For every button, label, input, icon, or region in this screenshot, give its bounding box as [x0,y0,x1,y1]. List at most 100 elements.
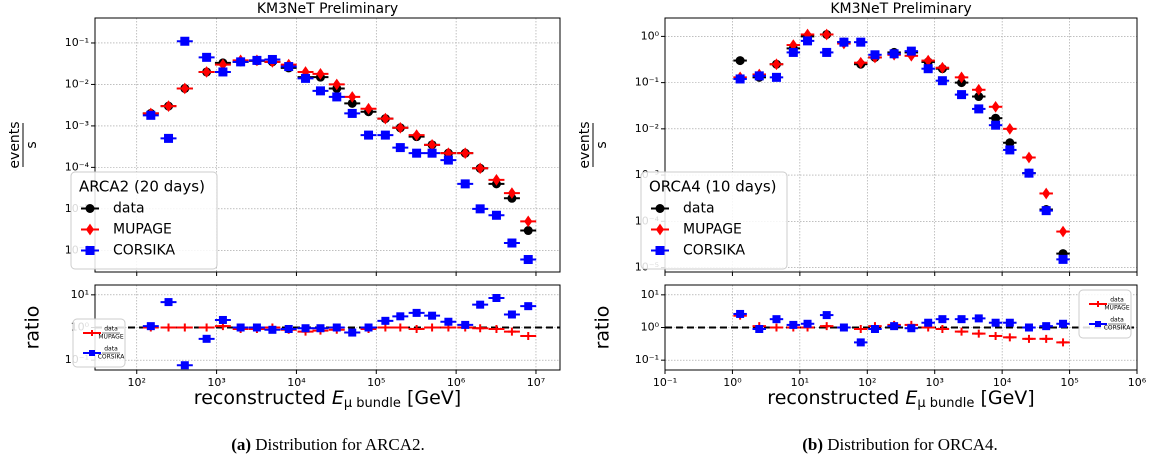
marker [839,323,848,332]
x-label-text: reconstructed [194,387,332,409]
marker [754,71,764,81]
legend-marker [655,204,665,213]
x-tick-label: 10⁷ [527,376,545,389]
marker [772,58,781,71]
marker [428,311,437,320]
marker [524,302,533,311]
x-tick-label: 10⁻¹ [653,376,677,389]
x-tick-label: 10⁰ [723,376,742,389]
marker [788,47,798,57]
marker [476,324,485,333]
marker [924,318,933,327]
marker [938,61,947,74]
marker [789,320,798,329]
marker [974,92,984,102]
marker [822,47,832,57]
marker [1005,145,1015,155]
marker [974,83,983,96]
marker [146,322,155,331]
marker [1059,319,1068,328]
marker [524,215,533,228]
marker [396,312,405,321]
marker [364,323,373,332]
x-label-symbol: E [905,387,917,409]
legend-label: data [113,201,145,217]
chart-title: KM3NeT Preliminary [830,1,971,17]
legend-label: CORSIKA [683,243,745,259]
marker [332,78,341,91]
legend-title: ARCA2 (20 days) [79,178,205,196]
marker [364,130,374,140]
marker [180,82,189,95]
marker [268,325,277,334]
marker [348,328,357,337]
marker [412,324,421,333]
marker [957,90,967,100]
marker [428,138,437,151]
marker [1042,334,1051,343]
marker [428,323,437,332]
marker [1058,225,1068,238]
marker [957,315,966,324]
marker [164,133,174,143]
marker [1005,122,1014,135]
legend-label: MUPAGE [113,222,172,238]
x-tick-label: 10³ [926,376,944,389]
marker [938,324,947,333]
y-tick-label: 10⁻² [635,122,659,135]
marker [772,323,781,332]
plot-frame [94,17,561,273]
marker [890,322,899,331]
legend-denominator: CORSIKA [98,354,125,361]
marker [396,323,405,332]
marker [180,323,189,332]
marker [1024,151,1034,164]
marker [957,71,966,84]
legend-title: ORCA4 (10 days) [649,178,777,196]
y-axis-label: events s [7,121,40,168]
marker [412,308,421,317]
marker [856,338,865,347]
marker [1024,334,1033,343]
caption-label: (b) [802,435,823,454]
marker [974,329,983,338]
marker [870,50,880,60]
legend-numerator: data [1110,297,1124,304]
marker [524,331,533,340]
marker [444,317,453,326]
marker [974,314,983,323]
marker [492,293,501,302]
y-label-denominator: s [594,141,610,148]
legend-label: CORSIKA [113,243,175,259]
marker [1005,333,1014,342]
marker [180,361,189,370]
marker [427,148,437,158]
x-tick-label: 10⁶ [447,376,466,389]
marker [267,54,277,64]
y-tick-label: 10⁻¹ [65,36,89,49]
y-tick-label: 10⁰ [641,321,660,334]
marker [856,56,865,69]
marker [735,74,745,84]
marker [395,143,405,153]
x-label-subscript: μ bundle [917,396,974,411]
caption-text: Distribution for ORCA4. [823,435,998,454]
x-tick-label: 10⁴ [993,376,1012,389]
marker [924,54,933,67]
marker [1005,138,1015,148]
legend-marker [89,330,95,336]
marker [1024,323,1033,332]
marker [412,129,421,141]
marker [1042,187,1051,200]
marker [218,315,227,324]
marker [1058,254,1068,264]
legend-denominator: MUPAGE [1104,305,1129,312]
marker [202,52,212,62]
x-axis-label: reconstructed Eμ bundle [GeV] [194,387,461,411]
marker [822,28,831,41]
legend-denominator: CORSIKA [1104,325,1131,332]
legend-box [1078,289,1132,339]
marker [347,98,357,108]
